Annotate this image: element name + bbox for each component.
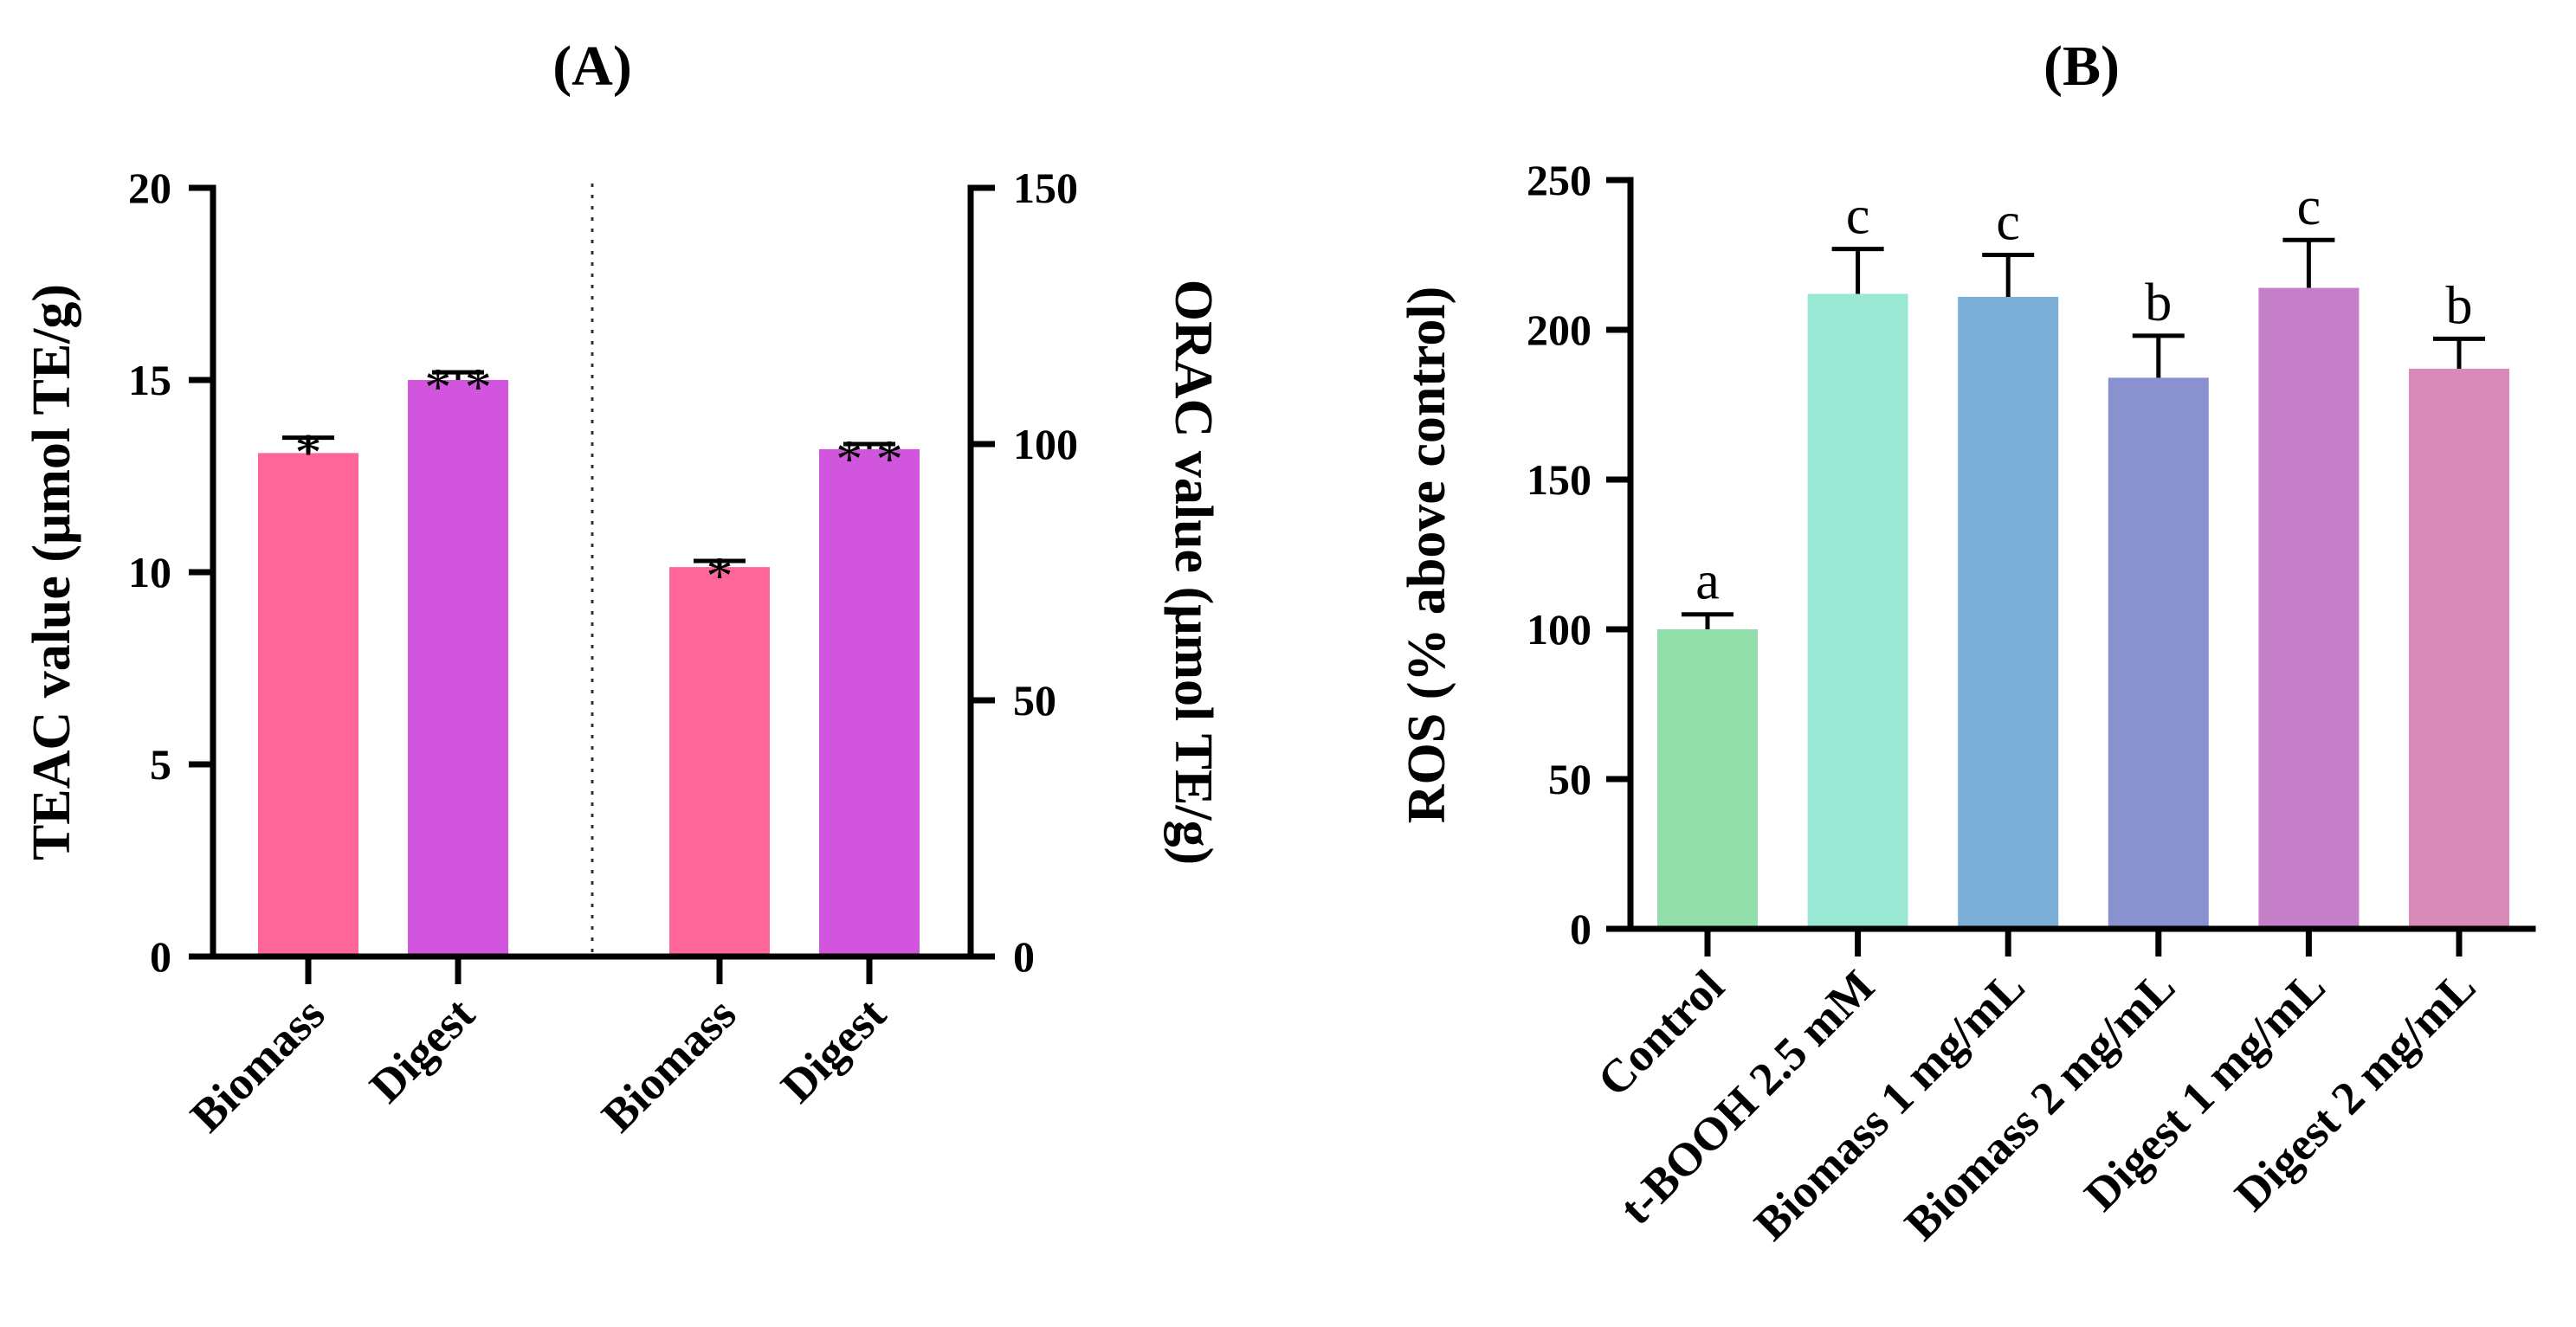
y-tick-label-2: 100 [1527, 605, 1591, 654]
significance-right-1: * * [836, 430, 903, 489]
bar-left-biomass [258, 453, 358, 957]
bar-3 [2108, 377, 2209, 929]
letter-annotation-4: c [2297, 177, 2321, 236]
x-label-left-0: Biomass [180, 988, 334, 1142]
x-label-2: Biomass 1 mg/mL [1744, 960, 2034, 1250]
panel-b-title: (B) [2043, 35, 2120, 98]
panel-a-left-axis-label: TEAC value (μmol TE/g) [23, 284, 81, 860]
significance-left-1: * * [424, 358, 492, 417]
letter-annotation-3: b [2145, 274, 2172, 332]
right-tick-label-1: 50 [1013, 676, 1056, 725]
right-tick-label-3: 150 [1013, 164, 1078, 212]
panel-a-left-ticks: 0 5 10 15 20 [128, 164, 213, 981]
panel-a-title: (A) [552, 35, 632, 98]
panel-a-right-ticks: 0 50 100 150 [971, 164, 1078, 981]
left-tick-label-4: 20 [128, 164, 171, 212]
bar-4 [2258, 287, 2360, 929]
panel-b-chart: (B) a Control c t-BOOH 2.5 mM c Biomass 1 mg/… [1398, 35, 2536, 1250]
panel-a-chart: (A) * Biomass * * Digest * Biomass * * Digest 0… [23, 35, 1223, 1142]
bar-left-digest [408, 380, 508, 957]
letter-annotation-1: c [1846, 187, 1870, 246]
bar-2 [1958, 296, 2059, 929]
x-label-0: Control [1587, 960, 1733, 1106]
x-label-3: Biomass 2 mg/mL [1895, 960, 2185, 1250]
y-tick-label-0: 0 [1570, 905, 1591, 953]
letter-annotation-5: b [2446, 276, 2473, 335]
bar-1 [1807, 293, 1908, 930]
y-tick-label-5: 250 [1527, 156, 1591, 204]
panel-b-y-ticks: 0 50 100 150 200 250 [1527, 156, 1630, 953]
significance-left-0: * [295, 424, 322, 483]
x-label-1: t-BOOH 2.5 mM [1610, 960, 1884, 1234]
left-tick-label-3: 15 [128, 356, 171, 404]
panel-a-bars: * Biomass * * Digest * Biomass * * Digest [180, 358, 920, 1142]
panel-b-bars: a Control c t-BOOH 2.5 mM c Biomass 1 mg/mL b B… [1587, 177, 2509, 1250]
significance-right-0: * [707, 547, 733, 606]
letter-annotation-0: a [1695, 552, 1720, 611]
x-label-right-1: Digest [771, 988, 895, 1112]
y-tick-label-1: 50 [1548, 755, 1591, 803]
right-tick-label-0: 0 [1013, 932, 1035, 981]
right-tick-label-2: 100 [1013, 420, 1078, 468]
panel-b-y-axis-label: ROS (% above control) [1398, 287, 1456, 824]
panel-a-right-axis-label: ORAC value (μmol TE/g) [1164, 280, 1223, 865]
bar-right-digest [819, 448, 920, 957]
y-tick-label-4: 200 [1527, 306, 1591, 354]
x-label-right-0: Biomass [591, 988, 746, 1142]
bar-right-biomass [669, 567, 770, 957]
y-tick-label-3: 150 [1527, 455, 1591, 504]
left-tick-label-2: 10 [128, 548, 171, 596]
x-label-left-1: Digest [359, 988, 484, 1112]
left-tick-label-0: 0 [150, 932, 171, 981]
letter-annotation-2: c [1996, 193, 2020, 252]
bar-5 [2409, 368, 2509, 930]
bar-0 [1657, 629, 1758, 929]
left-tick-label-1: 5 [150, 740, 171, 789]
